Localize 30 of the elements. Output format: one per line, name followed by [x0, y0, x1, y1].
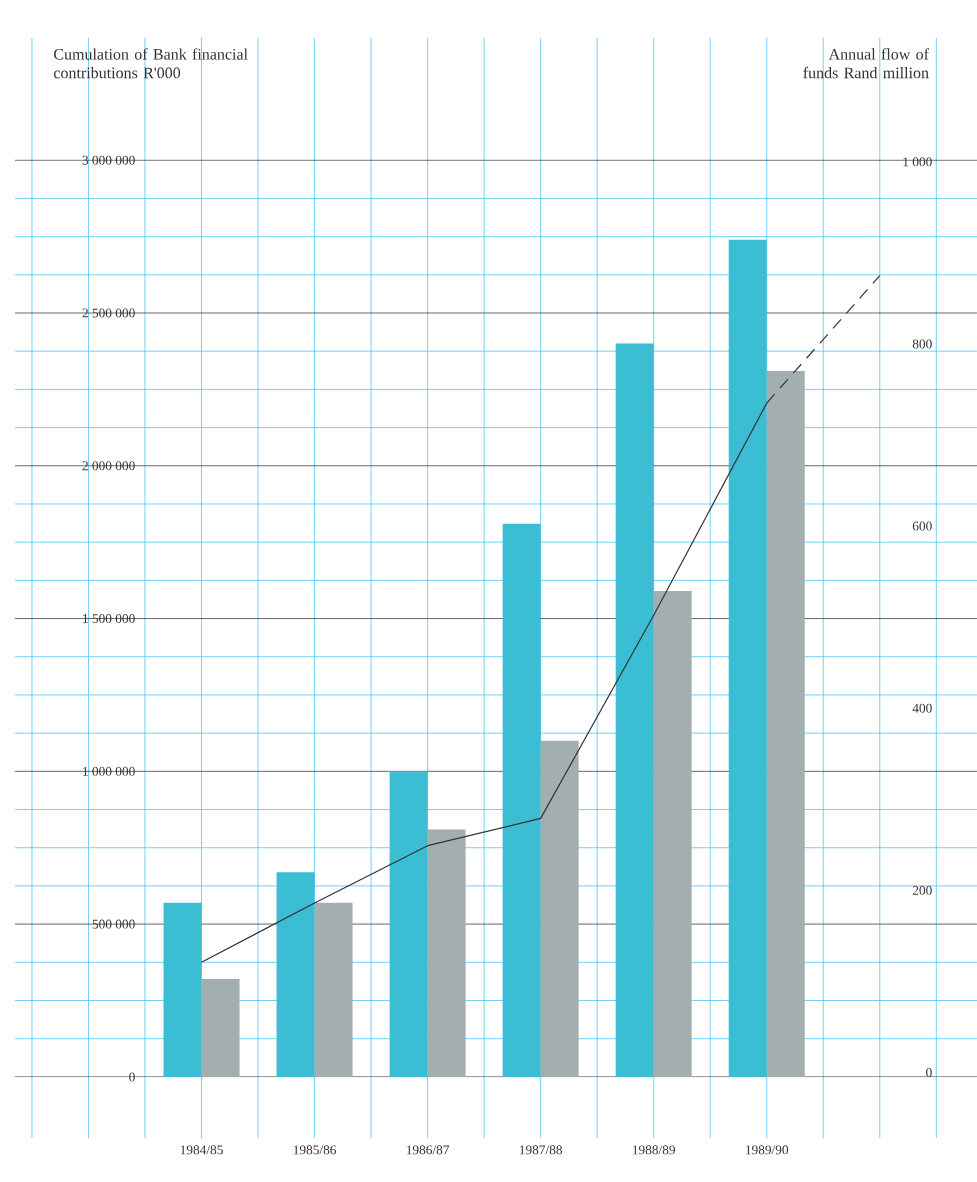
bar: [502, 523, 541, 1077]
bar: [766, 371, 805, 1077]
y2-tick-label: 800: [912, 339, 932, 349]
bar: [201, 979, 240, 1077]
x-tick-label: 1986/87: [406, 1145, 450, 1155]
bar: [314, 902, 353, 1077]
bar: [615, 343, 654, 1077]
y2-tick-label: 400: [912, 703, 932, 713]
bar: [427, 829, 466, 1077]
y-tick-label: 2 500 000: [82, 308, 135, 318]
y2-axis-title: Annual flow of funds Rand million: [803, 48, 929, 79]
bar: [163, 902, 202, 1077]
bar: [389, 771, 428, 1077]
x-tick-label: 1987/88: [519, 1145, 563, 1155]
x-tick-label: 1985/86: [293, 1145, 337, 1155]
x-tick-label: 1988/89: [633, 1145, 676, 1155]
y2-tick-label: 600: [912, 521, 932, 531]
y-tick-label: 500 000: [92, 919, 135, 929]
y-tick-label: 2 000 000: [82, 461, 135, 471]
bar: [653, 591, 692, 1077]
y-tick-label: 0: [129, 1072, 135, 1082]
y-tick-label: 3 000 000: [82, 155, 135, 165]
y2-tick-label: 0: [926, 1067, 932, 1077]
y2-tick-label: 200: [912, 885, 932, 895]
x-tick-label: 1984/85: [180, 1145, 223, 1155]
y2-tick-label: 1 000: [903, 157, 932, 167]
bar: [540, 740, 579, 1077]
x-tick-label: 1989/90: [746, 1145, 789, 1155]
bar: [728, 239, 767, 1077]
bar: [276, 872, 315, 1077]
